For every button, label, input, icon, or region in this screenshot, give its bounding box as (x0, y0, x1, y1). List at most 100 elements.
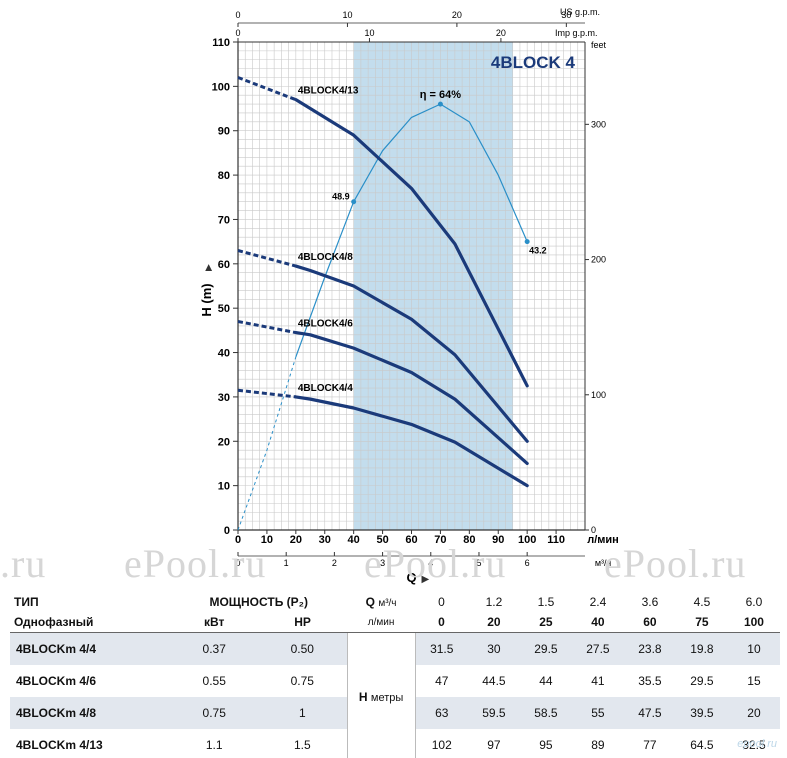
m3h-0: 0 (438, 595, 445, 609)
cell: 47.5 (623, 697, 676, 729)
efficiency-point (524, 239, 530, 245)
feet-tick-label: 100 (591, 390, 606, 400)
cell: 20 (727, 697, 780, 729)
cell: 77 (623, 729, 676, 758)
m3h-4: 3.6 (641, 595, 659, 609)
m3h-unit-label: м³/ч (595, 558, 612, 568)
cell: 32.5 (727, 729, 780, 758)
cell: 58.5 (519, 697, 572, 729)
col-power: МОЩНОСТЬ (P₂) (209, 595, 308, 609)
x-tick-label: 60 (405, 534, 417, 546)
y-tick-label: 110 (212, 37, 230, 49)
m3h-2: 1.5 (537, 595, 555, 609)
series-curve (294, 395, 529, 488)
h-unit-cell: H метры (346, 632, 416, 758)
cell: 97 (467, 729, 520, 758)
m3h-3: 2.4 (589, 595, 607, 609)
us-gpm-tick-label: 20 (452, 10, 462, 20)
m3h-tick-label: 2 (332, 558, 337, 568)
efficiency-point (351, 199, 357, 205)
efficiency-curve-dashed (237, 356, 297, 531)
lmin-5: 75 (695, 615, 709, 629)
feet-tick-label: 0 (591, 525, 596, 535)
series-curve (294, 264, 529, 443)
m3h-tick-label: 5 (476, 558, 481, 568)
imp-gpm-tick-label: 20 (496, 28, 506, 38)
x-tick-label: 100 (518, 534, 536, 546)
row-kw: 0.37 (170, 632, 259, 665)
y-tick-label: 70 (218, 214, 230, 226)
x-axis-arrow-icon: ▶ (422, 574, 430, 585)
series-label: 4BLOCK4/4 (298, 383, 353, 394)
watermark-3: ePool.ru (364, 541, 507, 586)
cell: 59.5 (467, 697, 520, 729)
m3h-tick-label: 6 (525, 558, 530, 568)
q-header: Q м³/ч (347, 592, 415, 612)
cell: 47 (414, 665, 468, 697)
cell: 89 (571, 729, 624, 758)
hp-header: HP (294, 615, 311, 629)
m3h-5: 4.5 (693, 595, 711, 609)
row-hp: 1.5 (258, 729, 348, 758)
y-tick-label: 30 (218, 392, 230, 404)
series-label: 4BLOCK4/13 (298, 86, 359, 97)
y-tick-label: 10 (218, 481, 230, 493)
efficiency-curve (295, 103, 528, 358)
row-kw: 0.55 (202, 674, 226, 688)
h-label: H (358, 690, 368, 705)
table-row: 4BLOCKm 4/8 0.75 1 63 59.5 58.5 55 47.5 … (10, 697, 780, 729)
kw-header: кВт (204, 615, 225, 629)
h-unit: метры (370, 692, 404, 705)
m3h-tick-label: 3 (380, 558, 385, 568)
x-tick-label: 0 (235, 534, 241, 546)
row-hp: 0.75 (290, 674, 314, 688)
cell: 95 (519, 729, 572, 758)
cell: 30 (467, 632, 520, 665)
series-curve (294, 330, 529, 466)
series-curve-dashed (237, 388, 297, 399)
cell: 29.5 (519, 632, 572, 665)
y-tick-label: 0 (224, 525, 230, 537)
us-gpm-unit: US g.p.m. (560, 7, 600, 17)
imp-gpm-tick-label: 0 (235, 28, 240, 38)
y-axis-title: H (m) (199, 283, 214, 316)
feet-tick-label: 200 (591, 255, 606, 265)
cell: 102 (414, 729, 468, 758)
y-tick-label: 90 (218, 126, 230, 138)
row-hp: 0.50 (258, 632, 348, 665)
cell: 31.5 (414, 632, 468, 665)
cell: 19.8 (675, 632, 728, 665)
x-tick-label: 30 (319, 534, 331, 546)
efficiency-point-label: 43.2 (529, 246, 547, 256)
cell: 15 (747, 674, 761, 688)
row-name: 4BLOCKm 4/13 (10, 729, 171, 758)
col-type: ТИП (14, 595, 39, 609)
lmin-2: 25 (539, 615, 553, 629)
us-gpm-tick-label: 10 (342, 10, 352, 20)
x-tick-label: 110 (547, 534, 565, 546)
chart-title: 4BLOCK 4 (491, 53, 576, 72)
cell: 55 (571, 697, 624, 729)
series-curve-dashed (237, 320, 297, 335)
x-tick-label: 10 (261, 534, 273, 546)
watermark-4: ePool.ru (604, 541, 747, 586)
cell: 44 (539, 674, 553, 688)
y-tick-label: 80 (218, 170, 230, 182)
x-tick-label: 40 (348, 534, 360, 546)
lmin-6: 100 (743, 615, 764, 629)
cell: 27.5 (571, 632, 624, 665)
cell: 39.5 (675, 697, 728, 729)
m3h-tick-label: 1 (284, 558, 289, 568)
efficiency-point-label: 48.9 (332, 192, 350, 202)
row-hp: 1 (258, 697, 348, 729)
cell: 29.5 (690, 674, 714, 688)
cell: 63 (414, 697, 468, 729)
q-lmin-unit: л/мин (367, 616, 395, 628)
m3h-tick-label: 0 (235, 558, 240, 568)
efficiency-point (437, 101, 443, 107)
x-tick-label: 80 (463, 534, 475, 546)
q-label: Q (365, 595, 375, 609)
y-axis-arrow-icon: ▶ (204, 264, 214, 271)
cell: 10 (727, 632, 780, 665)
